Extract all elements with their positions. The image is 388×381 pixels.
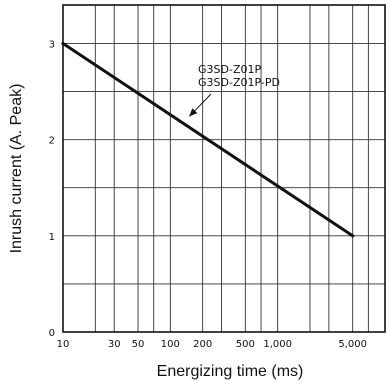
x-tick-label: 1,000 xyxy=(263,339,292,350)
y-tick-label: 2 xyxy=(49,136,55,147)
y-axis-ticks: 0 1 2 3 xyxy=(49,39,55,339)
x-tick-label: 5,000 xyxy=(338,339,367,350)
y-axis-title: Inrush current (A. Peak) xyxy=(8,84,25,254)
x-tick-label: 100 xyxy=(161,339,180,350)
x-tick-label: 30 xyxy=(108,339,121,350)
annotation-label-line-1: G3SD-Z01P xyxy=(198,63,261,76)
x-axis-title: Energizing time (ms) xyxy=(157,363,304,380)
plot-frame xyxy=(62,4,386,333)
annotation: G3SD-Z01P G3SD-Z01P-PD xyxy=(188,63,280,117)
y-tick-label: 1 xyxy=(49,232,55,243)
x-tick-label: 200 xyxy=(193,339,212,350)
grid xyxy=(63,5,385,332)
y-tick-label: 0 xyxy=(49,328,55,339)
x-tick-label: 10 xyxy=(57,339,70,350)
annotation-arrowhead xyxy=(189,108,198,117)
annotation-label-line-2: G3SD-Z01P-PD xyxy=(198,76,280,89)
y-tick-label: 3 xyxy=(49,39,55,50)
series xyxy=(60,41,355,238)
x-tick-label: 500 xyxy=(236,339,255,350)
x-axis-ticks: 10 30 50 100 200 500 1,000 5,000 xyxy=(57,339,367,350)
x-tick-label: 50 xyxy=(132,339,145,350)
series-line xyxy=(60,41,355,238)
